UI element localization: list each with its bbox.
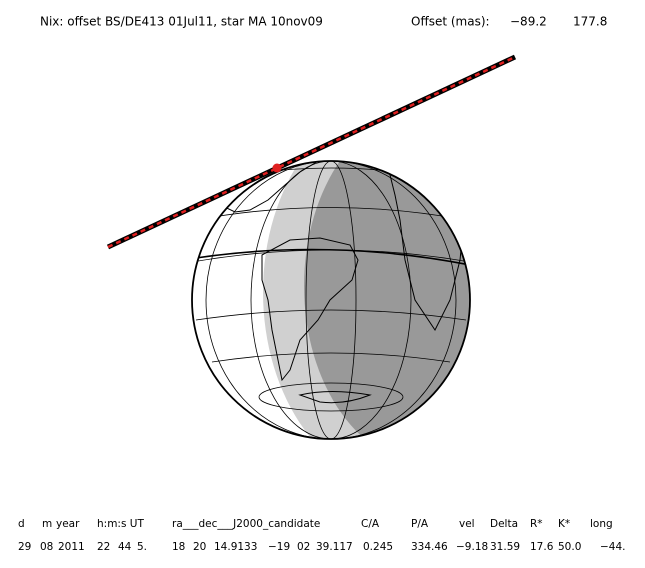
table-header: P/A bbox=[411, 518, 429, 530]
table-cell: 50.0 bbox=[558, 541, 581, 553]
table-header: h:m:s UT bbox=[97, 518, 144, 530]
closest-approach bbox=[272, 163, 282, 173]
path-centerline bbox=[107, 55, 516, 249]
table-cell: 39.117 bbox=[316, 541, 353, 553]
globe-limb bbox=[191, 160, 471, 440]
table-header: year bbox=[56, 518, 80, 530]
title: Nix: offset BS/DE413 01Jul11, star MA 10… bbox=[40, 15, 323, 29]
table-header: C/A bbox=[361, 518, 380, 530]
table-header: Delta bbox=[490, 518, 518, 530]
table-cell: 18 bbox=[172, 541, 185, 553]
table-cell: −44. bbox=[600, 541, 626, 553]
table-header: ra___dec___J2000_candidate bbox=[172, 518, 320, 530]
table-cell: 31.59 bbox=[490, 541, 520, 553]
table-cell: −9.18 bbox=[456, 541, 488, 553]
table-header: K* bbox=[558, 518, 570, 530]
shadow-path bbox=[106, 54, 517, 250]
table-cell: 44 bbox=[118, 541, 132, 553]
table-cell: 29 bbox=[18, 541, 31, 553]
table-cell: 20 bbox=[193, 541, 206, 553]
table-header: m bbox=[42, 518, 52, 530]
table-cell: 14.9133 bbox=[214, 541, 257, 553]
table-header: R* bbox=[530, 518, 543, 530]
table-header: vel bbox=[459, 518, 475, 530]
table-cell: 02 bbox=[297, 541, 310, 553]
offset-value: 177.8 bbox=[573, 15, 607, 29]
table-cell: 334.46 bbox=[411, 541, 448, 553]
table-cell: 2011 bbox=[58, 541, 85, 553]
offset-value: −89.2 bbox=[510, 15, 547, 29]
table-cell: 22 bbox=[97, 541, 110, 553]
table-cell: 5. bbox=[137, 541, 147, 553]
data-table: d m year h:m:s UT ra___dec___J2000_candidate… bbox=[18, 518, 626, 553]
equator bbox=[195, 248, 470, 266]
table-cell: −19 bbox=[268, 541, 290, 553]
table-header: long bbox=[590, 518, 613, 530]
offset-label: Offset (mas): bbox=[411, 15, 490, 29]
globe bbox=[191, 160, 471, 440]
shadow bbox=[304, 161, 470, 439]
table-cell: 0.245 bbox=[363, 541, 393, 553]
table-cell: 08 bbox=[40, 541, 53, 553]
table-cell: 17.6 bbox=[530, 541, 554, 553]
table-header: d bbox=[18, 518, 25, 530]
